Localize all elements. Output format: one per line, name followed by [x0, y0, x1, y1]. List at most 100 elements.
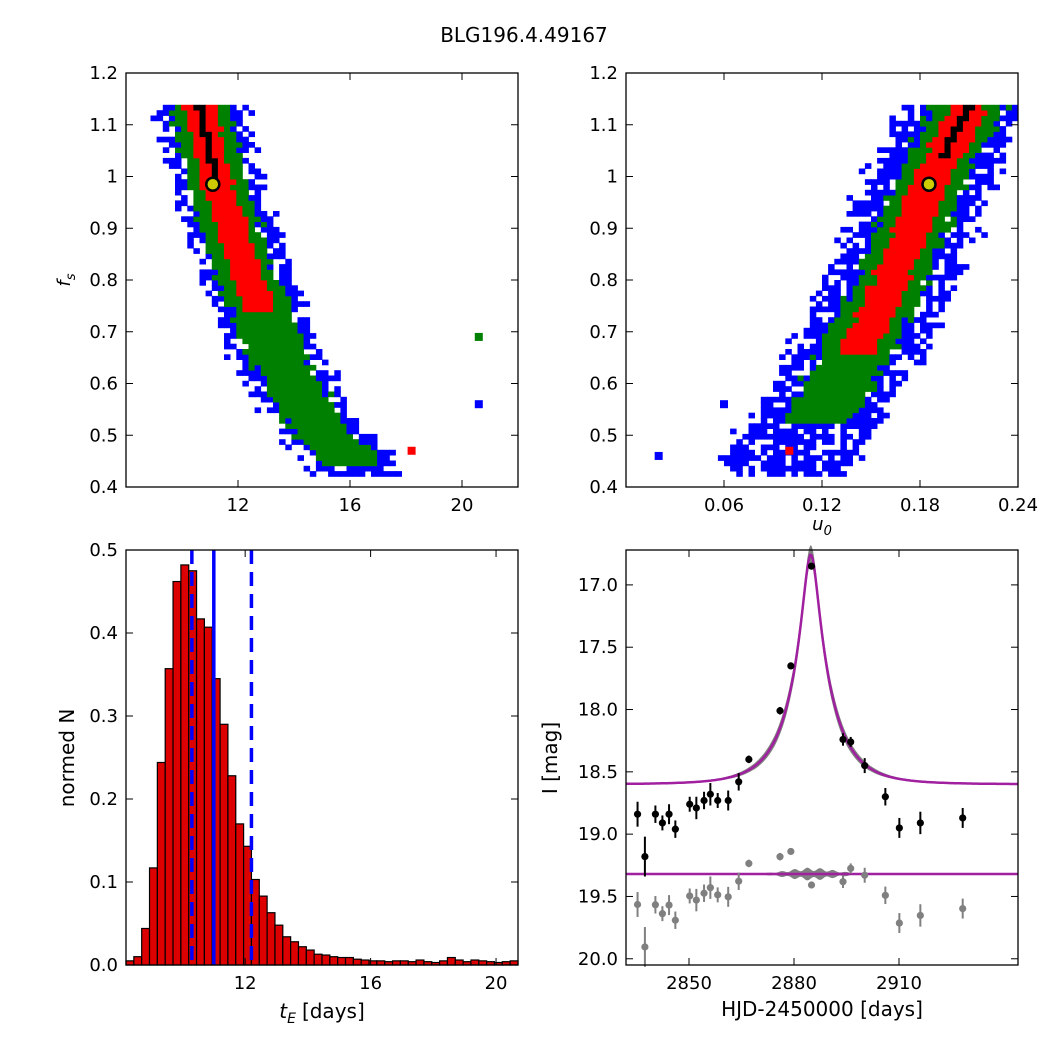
heatmap-cell [987, 173, 994, 180]
heatmap-cell [346, 439, 353, 445]
y-tick-label: 0.0 [89, 955, 118, 976]
heatmap-cell [236, 311, 243, 318]
residual-point [671, 916, 679, 924]
heatmap-cell [254, 333, 262, 339]
heatmap-cell [895, 205, 902, 212]
heatmap-cell [889, 280, 896, 286]
heatmap-cell [358, 444, 366, 451]
heatmap-cell [230, 301, 237, 307]
heatmap-cell [950, 147, 958, 153]
heatmap-cell [248, 364, 255, 371]
heatmap-cell [364, 460, 372, 467]
heatmap-cell [834, 370, 841, 376]
heatmap-cell [254, 386, 262, 392]
heatmap-cell [193, 179, 200, 185]
heatmap-cell [828, 471, 835, 477]
y-tick-label: 19.5 [578, 886, 618, 907]
heatmap-cell [328, 428, 335, 435]
heatmap-cell [254, 205, 262, 212]
heatmap-cell [309, 418, 317, 424]
heatmap-cell [962, 173, 970, 180]
heatmap-cell [217, 200, 225, 207]
heatmap-cell [956, 168, 964, 175]
heatmap-cell [913, 264, 921, 270]
heatmap-cell [871, 290, 878, 297]
heatmap-cell [279, 338, 286, 345]
heatmap-cell [877, 359, 884, 366]
heatmap-cell [303, 412, 311, 419]
heatmap-cell [834, 343, 841, 350]
heatmap-cell [260, 242, 268, 249]
heatmap-cell [926, 285, 933, 291]
heatmap-cell [273, 380, 280, 387]
heatmap-cell [871, 242, 878, 249]
heatmap-cell [858, 285, 866, 291]
heatmap-cell [260, 317, 268, 323]
y-tick-label: 0.5 [589, 425, 618, 446]
heatmap-cell [895, 221, 902, 228]
heatmap-cell [828, 439, 835, 445]
heatmap-cell [846, 455, 853, 461]
heatmap-cell [254, 237, 262, 244]
heatmap-cell [895, 173, 902, 180]
heatmap-cell [328, 423, 335, 429]
x-tick-label: 2880 [771, 973, 817, 994]
heatmap-cell [815, 433, 823, 440]
heatmap-cell [322, 449, 329, 456]
heatmap-cell [883, 248, 890, 254]
heatmap-cell [254, 147, 262, 153]
heatmap-cell [199, 226, 206, 233]
heatmap-cell [944, 110, 951, 116]
heatmap-cell [279, 232, 286, 238]
heatmap-cell [236, 295, 243, 302]
heatmap-cell [224, 131, 231, 138]
heatmap-cell [273, 396, 280, 403]
heatmap-cell [956, 237, 964, 244]
heatmap-cell [950, 120, 958, 127]
plot-frame [125, 549, 519, 966]
heatmap-cell [303, 402, 311, 408]
heatmap-cell [877, 200, 884, 207]
heatmap-cell [328, 402, 335, 408]
heatmap-cell [279, 343, 286, 350]
heatmap-cell [303, 338, 311, 345]
heatmap-cell [895, 380, 902, 387]
heatmap-cell [969, 115, 976, 122]
heatmap-cell [199, 173, 206, 180]
heatmap-cell [883, 157, 890, 164]
heatmap-cell [236, 211, 243, 217]
heatmap-cell [907, 317, 915, 323]
heatmap-cell [303, 418, 311, 424]
heatmap-cell [901, 280, 909, 286]
heatmap-cell [828, 343, 835, 350]
heatmap-cell [987, 152, 994, 159]
heatmap-cell [944, 142, 951, 148]
heatmap-cell [828, 407, 835, 414]
heatmap-cell [920, 317, 927, 323]
heatmap-cell [809, 407, 817, 414]
heatmap-cell [822, 280, 829, 286]
heatmap-cell [230, 280, 237, 286]
heatmap-cell [748, 412, 755, 419]
heatmap-cell [248, 290, 255, 297]
heatmap-cell [815, 327, 823, 334]
heatmap-cell [944, 253, 951, 260]
heatmap-cell [248, 391, 255, 398]
heatmap-cell [938, 152, 945, 159]
heatmap-cell [895, 168, 902, 175]
heatmap-cell [834, 380, 841, 387]
heatmap-cell [920, 354, 927, 360]
heatmap-cell [254, 184, 262, 191]
heatmap-cell [975, 211, 982, 217]
heatmap-cell [920, 248, 927, 254]
heatmap-cell [199, 179, 206, 185]
heatmap-cell [254, 375, 262, 382]
heatmap-cell [907, 285, 915, 291]
heatmap-cell [883, 269, 890, 276]
heatmap-cell [969, 184, 976, 191]
heatmap-cell [773, 444, 780, 451]
heatmap-cell [211, 136, 219, 143]
heatmap-cell [938, 136, 945, 143]
heatmap-cell [193, 205, 200, 212]
heatmap-cell [815, 396, 823, 403]
